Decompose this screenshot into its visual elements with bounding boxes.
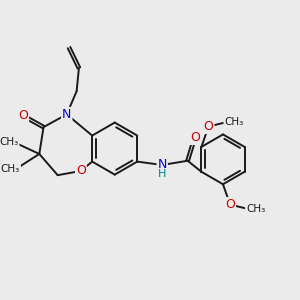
Text: CH₃: CH₃ — [1, 164, 20, 174]
Text: H: H — [158, 169, 166, 179]
Text: O: O — [204, 120, 213, 133]
Text: O: O — [76, 164, 86, 177]
Text: CH₃: CH₃ — [246, 204, 265, 214]
Text: O: O — [225, 198, 235, 211]
Text: N: N — [158, 158, 167, 171]
Text: CH₃: CH₃ — [224, 117, 244, 127]
Text: O: O — [190, 131, 200, 144]
Text: CH₃: CH₃ — [0, 137, 19, 147]
Text: O: O — [18, 109, 28, 122]
Text: N: N — [62, 108, 71, 121]
